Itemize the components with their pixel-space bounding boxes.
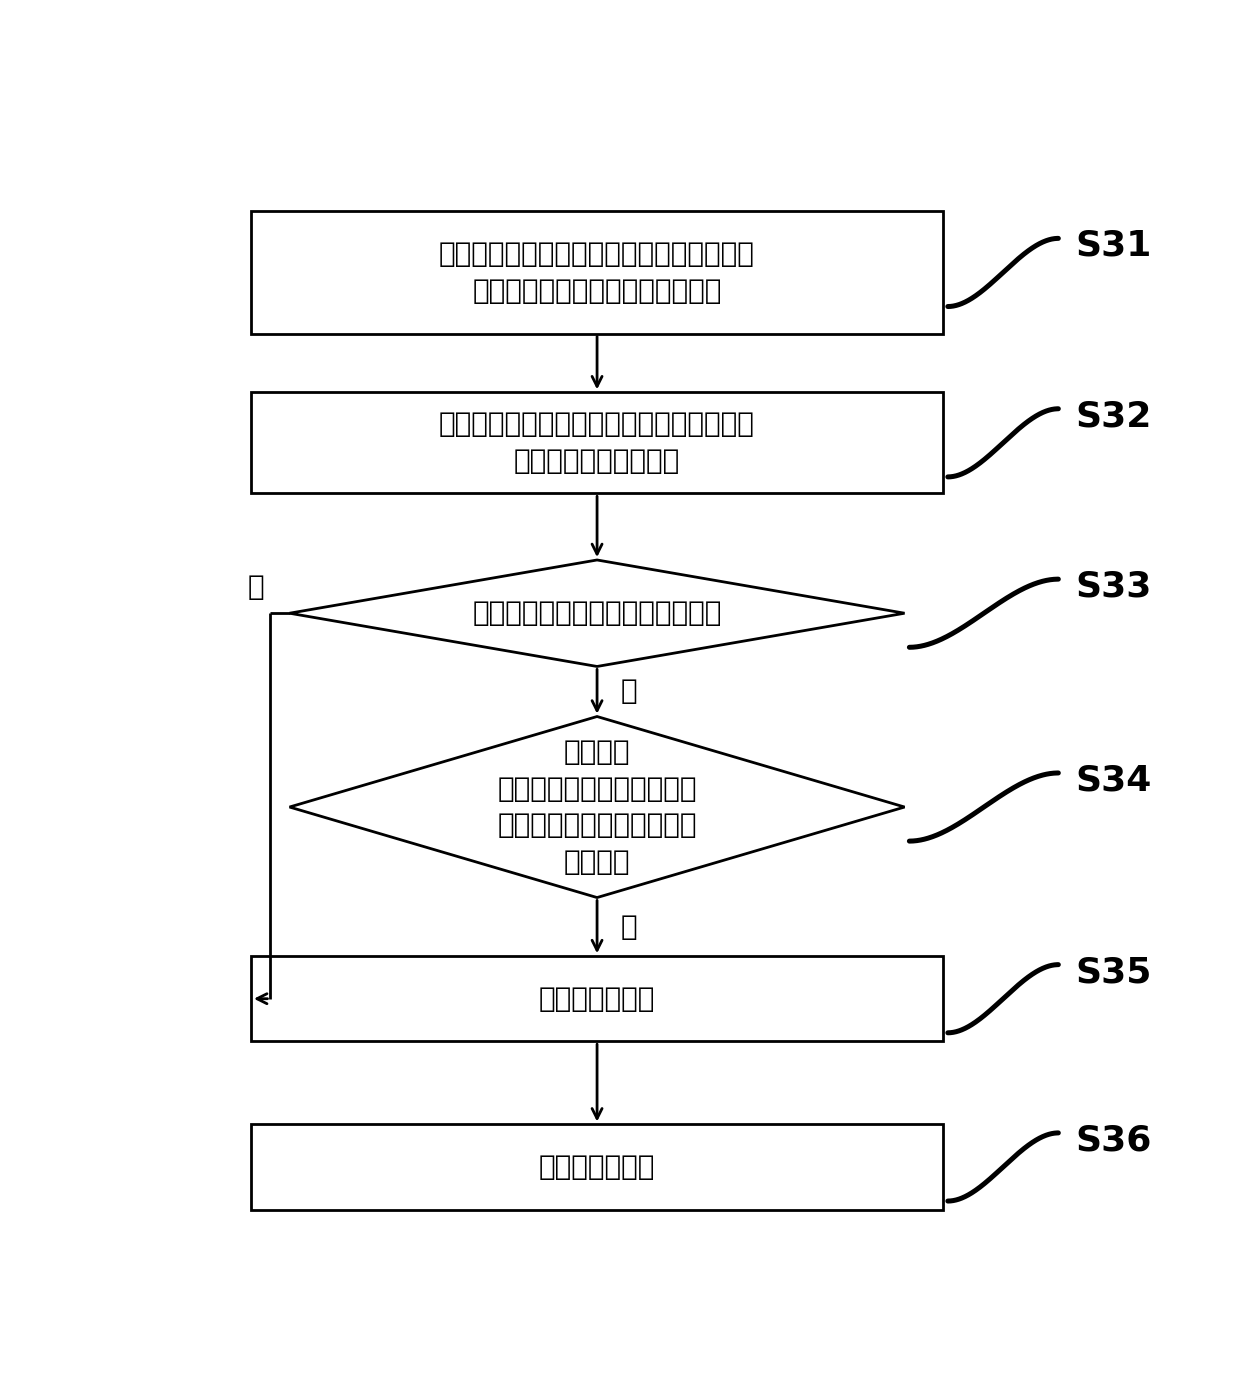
Text: S33: S33 — [1075, 570, 1152, 603]
Text: S32: S32 — [1075, 400, 1152, 433]
Text: S35: S35 — [1075, 956, 1152, 989]
Text: 增大预设采样率: 增大预设采样率 — [539, 985, 655, 1012]
Text: 否: 否 — [621, 678, 637, 705]
Text: 减小预设采样率: 减小预设采样率 — [539, 1153, 655, 1181]
Text: 判断预测値是否高于第一预设阈値: 判断预测値是否高于第一预设阈値 — [472, 599, 722, 628]
Text: S34: S34 — [1075, 763, 1152, 798]
Bar — [250, 393, 942, 494]
Polygon shape — [290, 560, 905, 667]
Text: 判断上报
数据量是否低于第二预设阈
値，第一预设阈値高于第二
预设阈値: 判断上报 数据量是否低于第二预设阈 値，第一预设阈値高于第二 预设阈値 — [497, 739, 697, 877]
Text: S31: S31 — [1075, 228, 1152, 263]
Text: 是: 是 — [248, 573, 264, 600]
Text: 根据历史上报记录获取最近一个预设周期内
调用链数据的上报数据量的记录値: 根据历史上报记录获取最近一个预设周期内 调用链数据的上报数据量的记录値 — [439, 241, 755, 304]
Bar — [250, 956, 942, 1041]
Bar — [250, 212, 942, 333]
Text: S36: S36 — [1075, 1123, 1152, 1158]
Text: 是: 是 — [621, 913, 637, 940]
Polygon shape — [290, 716, 905, 898]
Bar — [250, 1124, 942, 1210]
Text: 根据记录値确定下个预设周期内调用链数据
的上报数据量的预测値: 根据记录値确定下个预设周期内调用链数据 的上报数据量的预测値 — [439, 411, 755, 476]
